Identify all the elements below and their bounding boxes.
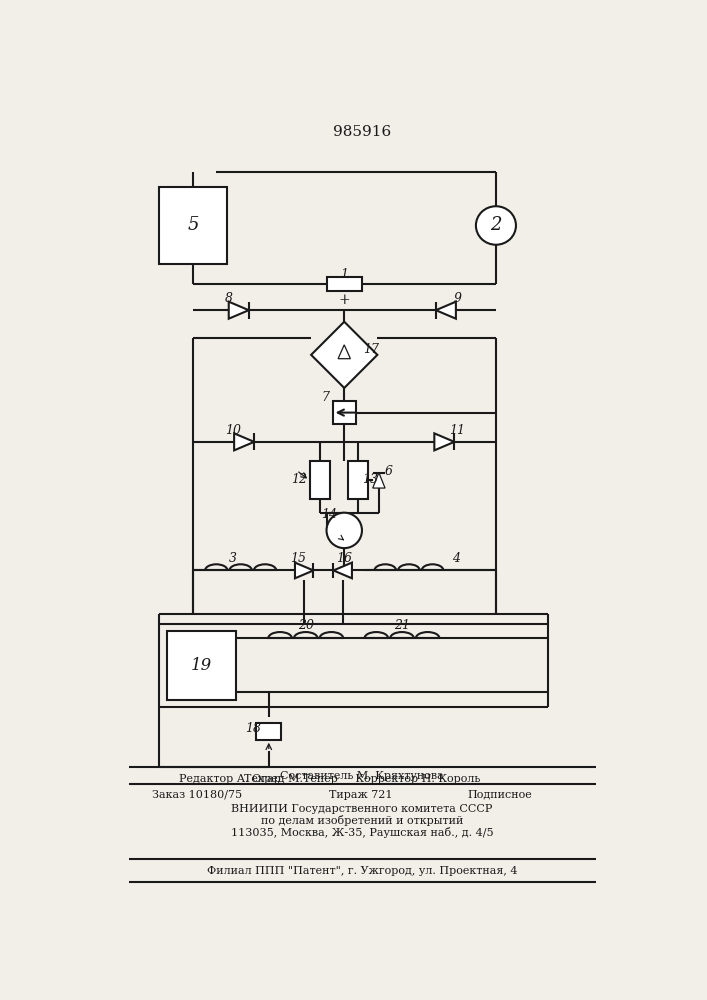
Text: Филиал ППП "Патент", г. Ужгород, ул. Проектная, 4: Филиал ППП "Патент", г. Ужгород, ул. Про…: [206, 866, 518, 876]
Text: 9: 9: [453, 292, 462, 305]
Polygon shape: [229, 302, 249, 319]
Polygon shape: [334, 563, 352, 578]
Circle shape: [327, 513, 362, 548]
Text: 16: 16: [337, 552, 352, 565]
Text: +: +: [339, 293, 350, 307]
Text: Тираж 721: Тираж 721: [329, 790, 392, 800]
Text: 8: 8: [225, 292, 233, 305]
Text: 10: 10: [226, 424, 241, 437]
Text: 113035, Москва, Ж-35, Раушская наб., д. 4/5: 113035, Москва, Ж-35, Раушская наб., д. …: [230, 827, 493, 838]
Text: Подписное: Подписное: [467, 790, 532, 800]
Text: по делам изобретений и открытий: по делам изобретений и открытий: [261, 815, 463, 826]
Text: 12: 12: [291, 473, 308, 486]
Bar: [167, 631, 236, 700]
Text: 18: 18: [245, 722, 262, 735]
Text: 20: 20: [298, 619, 314, 632]
Bar: [327, 277, 362, 291]
Polygon shape: [436, 302, 456, 319]
Bar: [333, 401, 356, 424]
Text: 13: 13: [362, 473, 378, 486]
Text: 1: 1: [340, 267, 349, 280]
Ellipse shape: [476, 206, 516, 245]
Text: 11: 11: [449, 424, 464, 437]
Bar: [348, 461, 368, 499]
Text: Составитель М. Кряхтунова: Составитель М. Кряхтунова: [280, 771, 444, 781]
Bar: [310, 461, 329, 499]
Polygon shape: [311, 322, 378, 388]
Text: 3: 3: [228, 552, 237, 565]
Polygon shape: [338, 345, 351, 359]
Text: 17: 17: [363, 343, 379, 356]
Bar: [160, 187, 227, 264]
Text: ВНИИПИ Государственного комитета СССР: ВНИИПИ Государственного комитета СССР: [231, 804, 493, 814]
Text: 15: 15: [290, 552, 306, 565]
Text: Техред М.Тепер     Корректор Н. Король: Техред М.Тепер Корректор Н. Король: [244, 774, 480, 784]
Polygon shape: [295, 563, 313, 578]
Text: 4: 4: [452, 552, 460, 565]
Text: 985916: 985916: [333, 125, 391, 139]
Text: 7: 7: [321, 391, 329, 404]
Text: 21: 21: [394, 619, 410, 632]
Polygon shape: [434, 433, 455, 450]
Text: 19: 19: [191, 657, 212, 674]
Text: Редактор А. Огар: Редактор А. Огар: [179, 774, 281, 784]
Text: Заказ 10180/75: Заказ 10180/75: [152, 790, 242, 800]
Polygon shape: [373, 473, 385, 488]
Text: 6: 6: [385, 465, 393, 478]
Polygon shape: [234, 433, 254, 450]
Text: 14: 14: [321, 508, 337, 521]
Bar: [257, 723, 281, 740]
Text: 5: 5: [187, 216, 199, 234]
Text: 2: 2: [490, 216, 502, 234]
